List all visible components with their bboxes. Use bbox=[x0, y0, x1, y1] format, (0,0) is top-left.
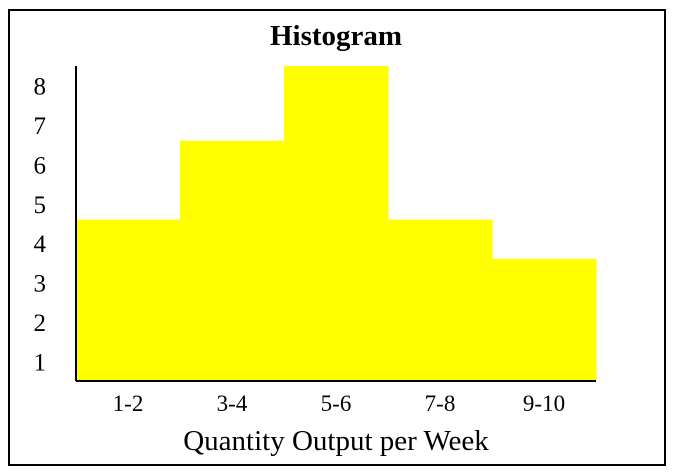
x-tick-labels: 1-2 3-4 5-6 7-8 9-10 bbox=[113, 391, 565, 416]
x-tick-label: 7-8 bbox=[425, 391, 456, 416]
y-tick-label: 1 bbox=[34, 349, 47, 376]
y-tick-label: 2 bbox=[34, 310, 47, 337]
x-tick-label: 5-6 bbox=[321, 391, 352, 416]
histogram-bar-1-2 bbox=[76, 219, 181, 381]
y-tick-label: 6 bbox=[34, 152, 47, 179]
histogram-bar-7-8 bbox=[388, 219, 493, 381]
y-tick-labels: 1 2 3 4 5 6 7 8 bbox=[34, 74, 47, 377]
x-tick-label: 9-10 bbox=[523, 391, 565, 416]
histogram-bar-9-10 bbox=[492, 258, 597, 381]
x-tick-label: 3-4 bbox=[217, 391, 248, 416]
chart-title: Histogram bbox=[270, 20, 402, 52]
histogram-bar-5-6 bbox=[284, 66, 389, 381]
histogram-bar-3-4 bbox=[180, 140, 285, 381]
bars-group bbox=[76, 66, 597, 381]
x-tick-label: 1-2 bbox=[113, 391, 144, 416]
y-tick-label: 7 bbox=[34, 113, 47, 140]
y-tick-label: 8 bbox=[34, 74, 47, 101]
y-tick-label: 5 bbox=[34, 192, 47, 219]
y-tick-label: 3 bbox=[34, 271, 47, 298]
x-axis-label: Quantity Output per Week bbox=[183, 425, 489, 457]
y-tick-label: 4 bbox=[34, 231, 47, 258]
